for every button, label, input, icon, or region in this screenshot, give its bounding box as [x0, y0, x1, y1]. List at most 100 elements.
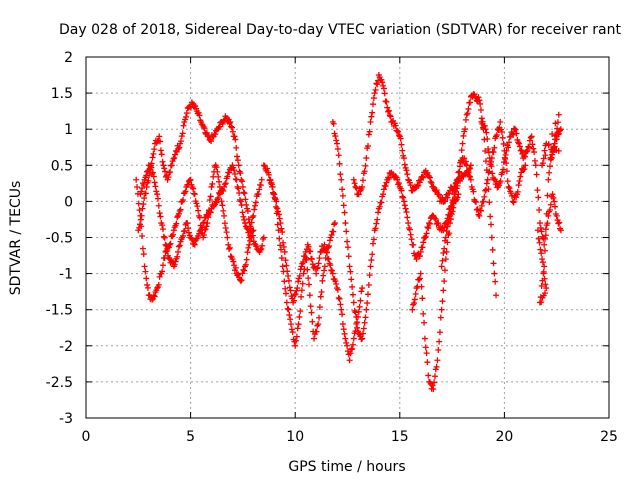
- data-point: [485, 149, 492, 156]
- data-point: [443, 228, 450, 235]
- y-tick-label: -0.5: [46, 231, 73, 247]
- data-point: [467, 173, 474, 180]
- data-point: [140, 201, 147, 208]
- data-point: [475, 94, 482, 101]
- data-point: [297, 308, 304, 315]
- data-point: [231, 171, 238, 178]
- data-point: [136, 221, 143, 228]
- data-point: [490, 260, 497, 267]
- data-point: [281, 248, 288, 255]
- data-point: [345, 253, 352, 260]
- data-point: [459, 140, 466, 147]
- data-point: [336, 160, 343, 167]
- data-point: [424, 169, 431, 176]
- data-point: [340, 202, 347, 209]
- data-point: [363, 306, 370, 313]
- data-point: [448, 204, 455, 211]
- data-point: [288, 321, 295, 328]
- data-point: [267, 180, 274, 187]
- data-point: [157, 213, 164, 220]
- data-point: [153, 188, 160, 195]
- data-point: [163, 242, 170, 249]
- data-point: [487, 213, 494, 220]
- data-point: [481, 193, 488, 200]
- data-point: [259, 242, 266, 249]
- data-point: [318, 288, 325, 295]
- data-point: [441, 245, 448, 252]
- data-point: [400, 155, 407, 162]
- data-point: [541, 241, 548, 248]
- data-point: [441, 224, 448, 231]
- data-point: [180, 197, 187, 204]
- data-point: [221, 220, 228, 227]
- data-point: [547, 207, 554, 214]
- data-point: [159, 158, 166, 165]
- data-point: [282, 257, 289, 264]
- data-point: [366, 128, 373, 135]
- data-point: [368, 257, 375, 264]
- data-point: [380, 191, 387, 198]
- grid-lines: [86, 57, 609, 418]
- data-point: [385, 108, 392, 115]
- data-point: [488, 163, 495, 170]
- data-point: [324, 255, 331, 262]
- data-point: [398, 187, 405, 194]
- data-point: [428, 179, 435, 186]
- data-point: [456, 169, 463, 176]
- data-point: [340, 326, 347, 333]
- data-point: [505, 144, 512, 151]
- data-point: [441, 278, 448, 285]
- data-point: [500, 159, 507, 166]
- data-point: [425, 372, 432, 379]
- data-point: [191, 191, 198, 198]
- data-point: [286, 312, 293, 319]
- data-point: [222, 225, 229, 232]
- data-point: [179, 198, 186, 205]
- data-point: [406, 226, 413, 233]
- data-point: [502, 151, 509, 158]
- data-point: [552, 203, 559, 210]
- data-point: [346, 263, 353, 270]
- data-point: [466, 172, 473, 179]
- data-point: [195, 207, 202, 214]
- data-point: [174, 214, 181, 221]
- data-point: [232, 136, 239, 143]
- data-point: [417, 248, 424, 255]
- data-point: [144, 284, 151, 291]
- data-point: [294, 285, 301, 292]
- data-point: [181, 227, 188, 234]
- data-point: [369, 109, 376, 116]
- data-point: [373, 220, 380, 227]
- data-point: [363, 155, 370, 162]
- data-point: [264, 165, 271, 172]
- data-point: [530, 145, 537, 152]
- data-point: [440, 249, 447, 256]
- data-point: [531, 157, 538, 164]
- data-point: [252, 202, 259, 209]
- data-point: [352, 183, 359, 190]
- data-point: [372, 86, 379, 93]
- data-point: [488, 234, 495, 241]
- data-point: [356, 303, 363, 310]
- data-point: [241, 267, 248, 274]
- data-point: [234, 153, 241, 160]
- data-point: [274, 221, 281, 228]
- data-point: [157, 147, 164, 154]
- data-point: [316, 255, 323, 262]
- data-point: [226, 245, 233, 252]
- data-point: [542, 232, 549, 239]
- data-point: [284, 305, 291, 312]
- data-point: [178, 133, 185, 140]
- data-point: [225, 241, 232, 248]
- data-point: [168, 162, 175, 169]
- data-point: [159, 226, 166, 233]
- y-tick-label: 2: [64, 50, 73, 66]
- data-point: [218, 198, 225, 205]
- data-point: [298, 263, 305, 270]
- data-point: [313, 328, 320, 335]
- data-point: [226, 244, 233, 251]
- data-point: [171, 154, 178, 161]
- data-point: [551, 140, 558, 147]
- data-point: [508, 190, 515, 197]
- data-point: [283, 299, 290, 306]
